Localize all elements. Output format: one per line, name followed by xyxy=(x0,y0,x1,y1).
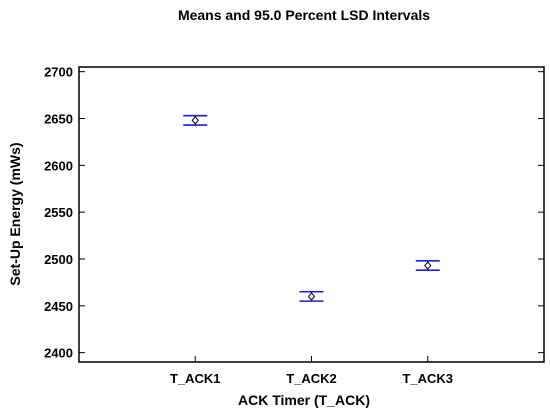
x-tick-label: T_ACK1 xyxy=(170,371,221,386)
chart-title: Means and 95.0 Percent LSD Intervals xyxy=(178,7,430,23)
y-tick-label: 2700 xyxy=(44,65,73,80)
interval-t-ack2 xyxy=(299,290,324,302)
x-tick-label: T_ACK3 xyxy=(402,371,453,386)
x-tick-label: T_ACK2 xyxy=(286,371,337,386)
y-tick-label: 2550 xyxy=(44,205,73,220)
interval-t-ack1 xyxy=(183,114,208,126)
x-axis-label: ACK Timer (T_ACK) xyxy=(238,392,370,408)
interval-marks xyxy=(183,114,440,302)
y-tick-label: 2650 xyxy=(44,112,73,127)
mean-marker xyxy=(424,261,432,270)
y-tick-label: 2400 xyxy=(44,346,73,361)
plot-area xyxy=(78,66,545,363)
y-tick-label: 2600 xyxy=(44,158,73,173)
y-axis-label: Set-Up Energy (mWs) xyxy=(7,142,23,285)
y-tick-label: 2450 xyxy=(44,299,73,314)
y-tick-label: 2500 xyxy=(44,252,73,267)
x-axis: T_ACK1 T_ACK2 T_ACK3 xyxy=(170,356,453,386)
interval-t-ack3 xyxy=(415,260,440,272)
mean-marker xyxy=(307,292,316,301)
mean-marker xyxy=(191,116,199,125)
y-axis: 2400 2450 2500 2550 2600 2650 2700 xyxy=(44,65,544,361)
